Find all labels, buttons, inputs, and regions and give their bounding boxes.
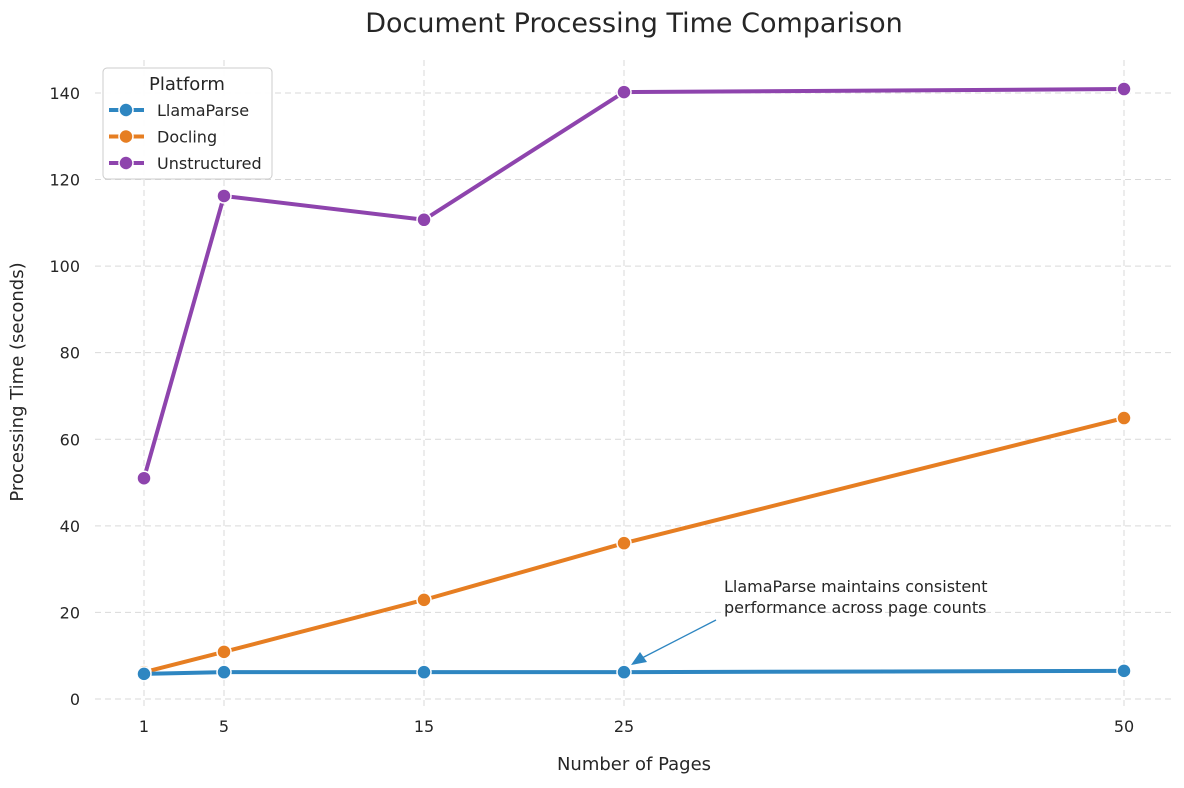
legend-label: Unstructured — [157, 154, 262, 173]
legend-item-unstructured[interactable]: Unstructured — [109, 154, 262, 173]
data-point[interactable] — [616, 84, 632, 100]
legend-item-docling[interactable]: Docling — [109, 128, 217, 147]
y-axis-label: Processing Time (seconds) — [7, 262, 28, 501]
data-point[interactable] — [216, 644, 232, 660]
y-tick-label: 20 — [60, 603, 80, 622]
data-point[interactable] — [416, 592, 432, 608]
data-point[interactable] — [1116, 81, 1132, 97]
y-tick-label: 80 — [60, 344, 80, 363]
x-tick-label: 50 — [1114, 717, 1134, 736]
x-tick-label: 5 — [219, 717, 229, 736]
data-point[interactable] — [216, 188, 232, 204]
series-unstructured — [136, 81, 1132, 486]
y-tick-label: 40 — [60, 517, 80, 536]
data-point[interactable] — [136, 666, 152, 682]
y-tick-label: 100 — [49, 257, 80, 276]
legend-label: LlamaParse — [157, 101, 249, 120]
data-point[interactable] — [416, 212, 432, 228]
y-tick-label: 60 — [60, 430, 80, 449]
annotation-text: LlamaParse maintains consistent — [724, 577, 988, 596]
x-tick-label: 25 — [614, 717, 634, 736]
x-axis-label: Number of Pages — [557, 754, 711, 775]
data-point[interactable] — [136, 470, 152, 486]
data-point[interactable] — [416, 664, 432, 680]
y-tick-label: 140 — [49, 84, 80, 103]
data-point[interactable] — [1116, 410, 1132, 426]
legend-label: Docling — [157, 128, 217, 147]
y-tick-label: 0 — [70, 690, 80, 709]
legend-title: Platform — [149, 74, 225, 95]
series-group — [136, 81, 1132, 682]
series-llamaparse — [136, 663, 1132, 682]
data-point[interactable] — [616, 535, 632, 551]
x-axis: 1 5 15 25 50 — [139, 717, 1134, 736]
data-point[interactable] — [616, 664, 632, 680]
y-axis: 0 20 40 60 80 100 120 140 — [49, 84, 80, 709]
data-point[interactable] — [1116, 663, 1132, 679]
x-tick-label: 1 — [139, 717, 149, 736]
chart-title: Document Processing Time Comparison — [365, 8, 903, 39]
legend-item-llamaparse[interactable]: LlamaParse — [109, 101, 249, 120]
y-tick-label: 120 — [49, 171, 80, 190]
legend[interactable]: Platform LlamaParse Docling Unstructured — [102, 67, 273, 180]
x-tick-label: 15 — [414, 717, 434, 736]
data-point[interactable] — [216, 664, 232, 680]
annotation-text: performance across page counts — [724, 598, 986, 617]
series-docling — [136, 410, 1132, 680]
annotation: LlamaParse maintains consistent performan… — [631, 577, 988, 665]
